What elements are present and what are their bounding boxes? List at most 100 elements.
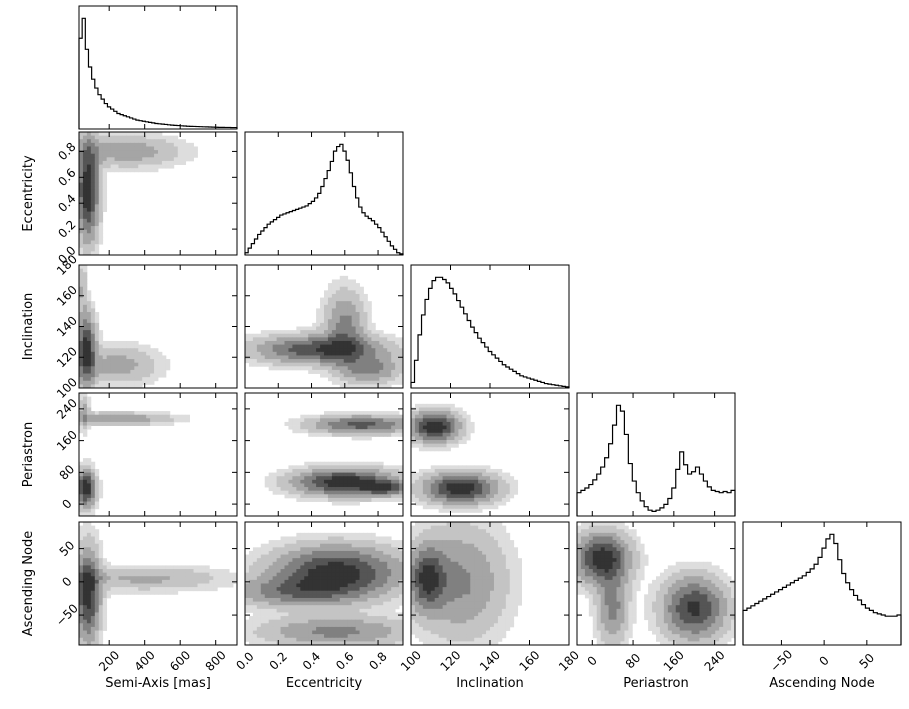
density-cell <box>308 429 313 434</box>
density-cell <box>434 421 440 426</box>
density-cell <box>379 569 384 574</box>
density-cell <box>383 547 388 552</box>
density-cell <box>418 597 424 602</box>
density-cell <box>355 547 360 552</box>
density-cell <box>434 590 440 595</box>
density-cell <box>359 550 364 555</box>
density-cell <box>331 547 337 552</box>
density-cell <box>411 497 416 502</box>
density-cell <box>411 576 416 581</box>
density-cell <box>454 594 459 599</box>
density-cell <box>260 634 266 639</box>
density-cell <box>169 139 175 144</box>
density-cell <box>316 597 321 602</box>
density-cell <box>94 189 100 194</box>
density-cell <box>118 359 123 364</box>
density-cell <box>185 142 190 147</box>
density-cell <box>300 572 305 577</box>
density-cell <box>260 605 266 610</box>
density-cell <box>438 447 443 452</box>
density-cell <box>422 522 428 527</box>
density-cell <box>335 322 341 327</box>
density-cell <box>154 583 159 588</box>
density-cell <box>300 490 305 495</box>
density-cell <box>114 355 119 360</box>
density-cell <box>347 637 353 642</box>
density-cell <box>86 290 92 295</box>
density-cell <box>430 550 436 555</box>
density-cell <box>264 340 270 345</box>
density-cell <box>79 377 84 382</box>
density-cell <box>387 359 392 364</box>
density-cell <box>517 590 522 595</box>
density-cell <box>466 421 471 426</box>
density-cell <box>102 587 108 592</box>
density-cell <box>82 236 88 241</box>
density-cell <box>86 304 92 309</box>
density-cell <box>371 623 376 628</box>
density-cell <box>466 536 471 541</box>
density-cell <box>292 634 297 639</box>
density-cell <box>308 561 313 566</box>
density-cell <box>316 637 321 642</box>
density-cell <box>94 322 100 327</box>
density-cell <box>324 293 329 298</box>
density-cell <box>395 483 400 488</box>
density-cell <box>351 308 356 313</box>
density-cell <box>450 565 455 570</box>
density-cell <box>395 369 400 374</box>
density-cell <box>450 536 455 541</box>
density-cell <box>355 359 360 364</box>
density-cell <box>82 301 88 306</box>
density-cell <box>438 525 443 530</box>
density-cell <box>343 421 349 426</box>
density-cell <box>86 529 92 534</box>
density-cell <box>387 373 392 378</box>
density-cell <box>150 348 155 353</box>
density-cell <box>387 605 392 610</box>
density-cell <box>462 494 467 499</box>
density-cell <box>193 569 198 574</box>
density-cell <box>387 565 392 570</box>
density-cell <box>308 487 313 492</box>
density-cell <box>79 483 84 488</box>
density-cell <box>335 348 341 353</box>
density-cell <box>130 362 135 367</box>
density-cell <box>264 565 270 570</box>
density-cell <box>446 425 451 430</box>
density-cell <box>276 637 281 642</box>
density-cell <box>122 146 127 151</box>
density-cell <box>486 468 491 473</box>
density-cell <box>324 472 329 477</box>
density-cell <box>327 286 333 291</box>
density-cell <box>383 608 388 613</box>
density-cell <box>367 626 372 631</box>
density-cell <box>280 540 285 545</box>
density-cell <box>331 304 337 309</box>
density-cell <box>466 590 471 595</box>
density-cell <box>98 587 104 592</box>
density-cell <box>296 494 301 499</box>
density-cell <box>90 211 96 216</box>
density-cell <box>98 569 104 574</box>
density-cell <box>454 418 459 423</box>
density-cell <box>430 501 436 506</box>
density-cell <box>126 142 131 147</box>
density-cell <box>478 605 483 610</box>
density-cell <box>426 429 432 434</box>
density-cell <box>79 605 84 610</box>
density-cell <box>418 550 424 555</box>
density-cell <box>509 597 515 602</box>
density-cell <box>351 576 356 581</box>
density-cell <box>106 373 111 378</box>
density-cell <box>371 572 376 577</box>
density-cell <box>391 373 396 378</box>
density-cell <box>395 468 400 473</box>
density-cell <box>434 576 440 581</box>
density-cell <box>446 529 451 534</box>
density-cell <box>490 540 495 545</box>
density-cell <box>90 146 96 151</box>
density-cell <box>312 421 317 426</box>
density-cell <box>347 616 353 621</box>
density-cell <box>252 608 258 613</box>
